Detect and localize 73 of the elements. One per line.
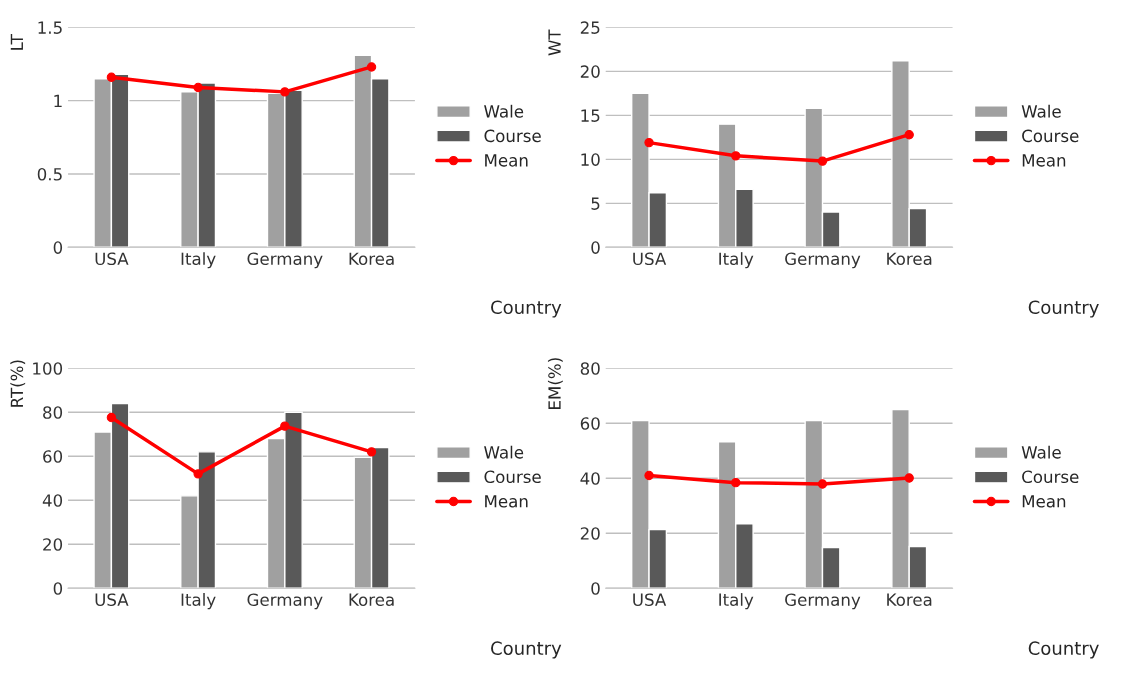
y-tick-label: 60: [580, 417, 600, 430]
point: [904, 473, 914, 483]
legend-label: Wale: [1021, 104, 1061, 118]
y-tick-label: 0.5: [37, 167, 62, 181]
point: [280, 421, 290, 431]
x-tick-label: Germany: [785, 593, 861, 610]
y-tick-label: 20: [43, 538, 63, 551]
y-tick-label: 40: [42, 494, 63, 507]
x-tick-label: Germany: [247, 252, 323, 269]
legend-label: Wale: [1021, 445, 1061, 459]
y-tick-label: 0: [53, 241, 63, 254]
point: [106, 72, 117, 82]
y-axis-title: EM(%): [547, 358, 563, 409]
x-tick-label: Italy: [181, 252, 216, 269]
x-tick-label: Korea: [349, 252, 394, 266]
legend-label: Mean: [485, 154, 528, 167]
x-tick-label: Italy: [181, 593, 216, 610]
y-tick-label: 80: [43, 406, 63, 419]
point: [644, 470, 654, 481]
legend-label: Course: [1022, 129, 1079, 143]
y-tick-label: 100: [33, 362, 63, 375]
y-tick-label: 10: [581, 153, 600, 166]
x-tick-label: Korea: [887, 252, 932, 266]
point: [106, 412, 117, 423]
y-tick-label: 0: [53, 582, 63, 595]
y-tick-label: 60: [43, 450, 63, 463]
y-tick-label: 20: [580, 65, 600, 78]
y-tick-label: 0: [591, 582, 600, 595]
point: [904, 130, 914, 140]
x-axis-title: Country: [1028, 641, 1099, 659]
y-tick-label: 40: [580, 472, 600, 485]
point: [193, 82, 203, 93]
legend-label: Wale: [484, 104, 524, 118]
x-axis-title: Country: [1028, 300, 1099, 318]
y-tick-label: 5: [591, 197, 600, 210]
x-tick-label: Germany: [247, 593, 323, 610]
x-tick-label: USA: [633, 593, 667, 606]
point: [193, 469, 203, 479]
x-tick-label: USA: [633, 252, 667, 266]
x-axis-title: Country: [491, 300, 562, 318]
point: [817, 479, 828, 489]
x-axis-title: Country: [491, 641, 562, 659]
y-axis-title: RT(%): [10, 360, 26, 407]
legend-label: Mean: [485, 495, 528, 508]
legend-label: Mean: [1022, 154, 1066, 167]
point: [366, 447, 377, 457]
x-tick-label: Italy: [719, 593, 754, 610]
y-tick-label: 25: [580, 21, 600, 34]
x-tick-label: Korea: [349, 593, 394, 606]
x-tick-label: Germany: [785, 252, 861, 269]
point: [817, 156, 828, 166]
y-tick-label: 0: [591, 241, 600, 254]
x-tick-label: USA: [95, 252, 129, 266]
point: [366, 62, 377, 72]
legend-label: Course: [1022, 470, 1079, 484]
y-tick-label: 80: [580, 362, 600, 375]
y-axis-title: WT: [548, 29, 561, 56]
x-tick-label: Italy: [719, 252, 754, 269]
point: [731, 477, 741, 488]
legend-label: Wale: [484, 445, 524, 459]
point: [731, 151, 741, 161]
y-tick-label: 20: [580, 527, 600, 540]
y-tick-label: 1: [54, 94, 62, 108]
y-tick-label: 1.5: [38, 21, 62, 34]
y-tick-label: 15: [581, 109, 600, 122]
legend-label: Course: [484, 129, 541, 143]
x-tick-label: Korea: [887, 593, 932, 606]
x-tick-label: USA: [95, 593, 129, 606]
point: [280, 87, 290, 97]
legend-label: Mean: [1022, 495, 1066, 508]
y-axis-title: LT: [10, 34, 23, 50]
point: [644, 137, 654, 148]
legend-label: Course: [484, 470, 541, 484]
